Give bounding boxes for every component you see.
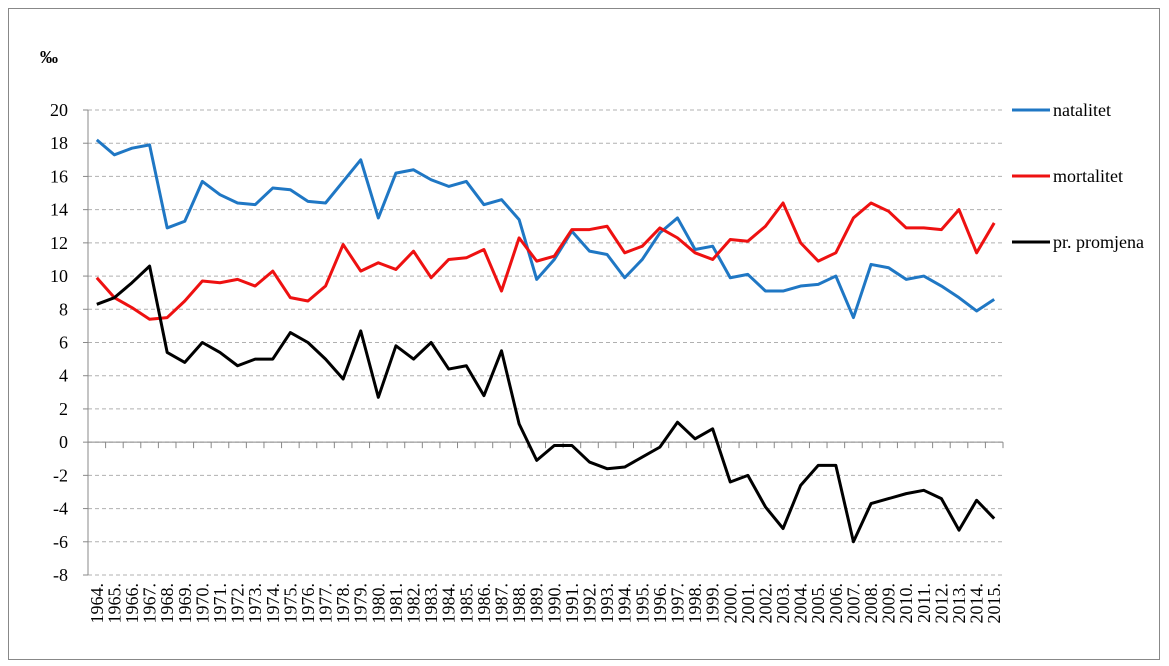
series-line <box>95 138 996 320</box>
x-tick-label: 1976. <box>298 583 318 624</box>
x-tick-label: 1975. <box>280 583 300 624</box>
x-tick-label: 2007. <box>843 583 863 624</box>
y-tick-label: -4 <box>53 499 68 519</box>
y-tick-label: 6 <box>59 333 68 353</box>
x-tick-label: 1989. <box>527 583 547 624</box>
x-tick-label: 1970. <box>192 583 212 624</box>
x-tick-label: 1995. <box>632 583 652 624</box>
x-tick-label: 2008. <box>861 583 881 624</box>
x-tick-label: 1977. <box>316 583 336 624</box>
x-tick-label: 1983. <box>421 583 441 624</box>
y-tick-label: 20 <box>50 100 68 120</box>
x-tick-label: 1974. <box>263 583 283 624</box>
x-tick-label: 1999. <box>703 583 723 624</box>
legend-label: mortalitet <box>1053 166 1123 186</box>
x-tick-label: 1981. <box>386 583 406 624</box>
x-tick-label: 1978. <box>333 583 353 624</box>
x-tick-label: 2013. <box>949 583 969 624</box>
x-tick-label: 1986. <box>474 583 494 624</box>
x-tick-label: 1979. <box>351 583 371 624</box>
x-tick-label: 1996. <box>650 583 670 624</box>
x-tick-label: 2011. <box>914 583 934 623</box>
y-tick-label: -8 <box>53 565 68 585</box>
x-tick-label: 2015. <box>984 583 1004 624</box>
x-tick-label: 1992. <box>579 583 599 624</box>
y-tick-label: -2 <box>53 465 68 485</box>
x-tick-label: 1964. <box>87 583 107 624</box>
x-tick-label: 2005. <box>808 583 828 624</box>
x-tick-label: 1980. <box>368 583 388 624</box>
x-tick-label: 2002. <box>755 583 775 624</box>
series-line <box>96 264 996 544</box>
legend-label: pr. promjena <box>1053 232 1144 252</box>
y-tick-label: 4 <box>59 366 68 386</box>
x-tick-label: 1990. <box>544 583 564 624</box>
y-tick-label: 10 <box>50 266 68 286</box>
chart-border <box>8 8 1160 660</box>
y-tick-label: 18 <box>50 133 68 153</box>
x-tick-label: 1998. <box>685 583 705 624</box>
x-tick-label: 2010. <box>896 583 916 624</box>
x-tick-label: 2006. <box>826 583 846 624</box>
x-tick-label: 2000. <box>720 583 740 624</box>
x-tick-label: 2009. <box>879 583 899 624</box>
x-tick-label: 1966. <box>122 583 142 624</box>
y-tick-label: -6 <box>53 532 68 552</box>
x-tick-label: 1982. <box>404 583 424 624</box>
x-tick-label: 1997. <box>667 583 687 624</box>
x-tick-label: 1967. <box>140 583 160 624</box>
x-tick-label: 2001. <box>738 583 758 624</box>
x-tick-label: 1969. <box>175 583 195 624</box>
x-tick-label: 1973. <box>245 583 265 624</box>
y-tick-label: 16 <box>50 166 68 186</box>
x-tick-label: 1968. <box>157 583 177 624</box>
legend-label: natalitet <box>1053 100 1111 120</box>
x-tick-label: 1994. <box>615 583 635 624</box>
y-tick-label: 12 <box>50 233 68 253</box>
y-tick-label: 8 <box>59 299 68 319</box>
x-tick-label: 1988. <box>509 583 529 624</box>
x-tick-label: 2003. <box>773 583 793 624</box>
y-tick-label: 0 <box>59 432 68 452</box>
x-tick-label: 1972. <box>228 583 248 624</box>
x-tick-label: 1987. <box>492 583 512 624</box>
x-tick-label: 1965. <box>104 583 124 624</box>
x-tick-label: 1971. <box>210 583 230 624</box>
x-tick-label: 1991. <box>562 583 582 624</box>
y-tick-label: 14 <box>50 200 68 220</box>
x-tick-label: 1984. <box>439 583 459 624</box>
y-axis-label: ‰ <box>40 47 58 67</box>
series-line <box>95 201 996 321</box>
x-tick-label: 1985. <box>456 583 476 624</box>
y-tick-label: 2 <box>59 399 68 419</box>
x-tick-label: 1993. <box>597 583 617 624</box>
x-tick-label: 2014. <box>967 583 987 624</box>
x-tick-label: 2012. <box>931 583 951 624</box>
x-tick-label: 2004. <box>791 583 811 624</box>
